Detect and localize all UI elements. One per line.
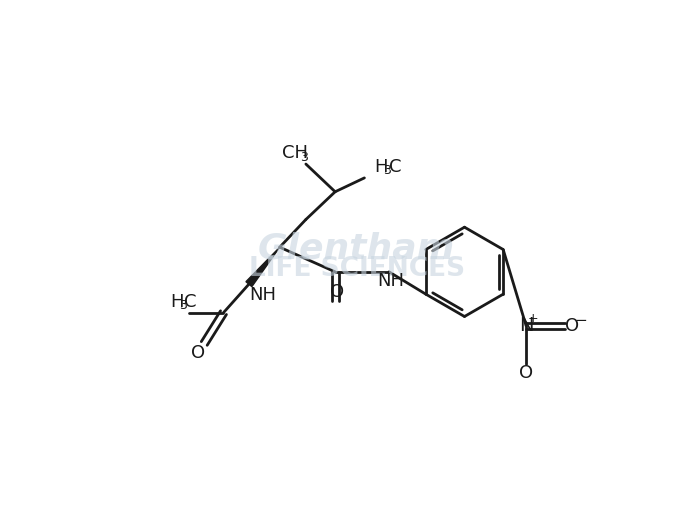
Text: 3: 3 bbox=[179, 299, 187, 312]
Text: +: + bbox=[528, 313, 538, 326]
Text: H: H bbox=[374, 158, 388, 176]
Text: H: H bbox=[170, 293, 183, 311]
Text: CH: CH bbox=[282, 144, 308, 162]
Text: −: − bbox=[574, 313, 587, 328]
Text: NH: NH bbox=[377, 272, 404, 290]
Text: O: O bbox=[191, 344, 205, 362]
Text: O: O bbox=[519, 363, 533, 382]
Text: C: C bbox=[184, 293, 197, 311]
Text: 3: 3 bbox=[300, 151, 308, 164]
Text: Glentham: Glentham bbox=[258, 232, 455, 266]
Text: O: O bbox=[330, 283, 344, 301]
Text: 3: 3 bbox=[383, 164, 391, 177]
Text: O: O bbox=[565, 317, 579, 335]
Text: LIFE SCIENCES: LIFE SCIENCES bbox=[248, 256, 465, 282]
Polygon shape bbox=[246, 247, 280, 287]
Text: N: N bbox=[519, 316, 533, 335]
Text: NH: NH bbox=[249, 286, 276, 304]
Text: C: C bbox=[389, 158, 402, 176]
